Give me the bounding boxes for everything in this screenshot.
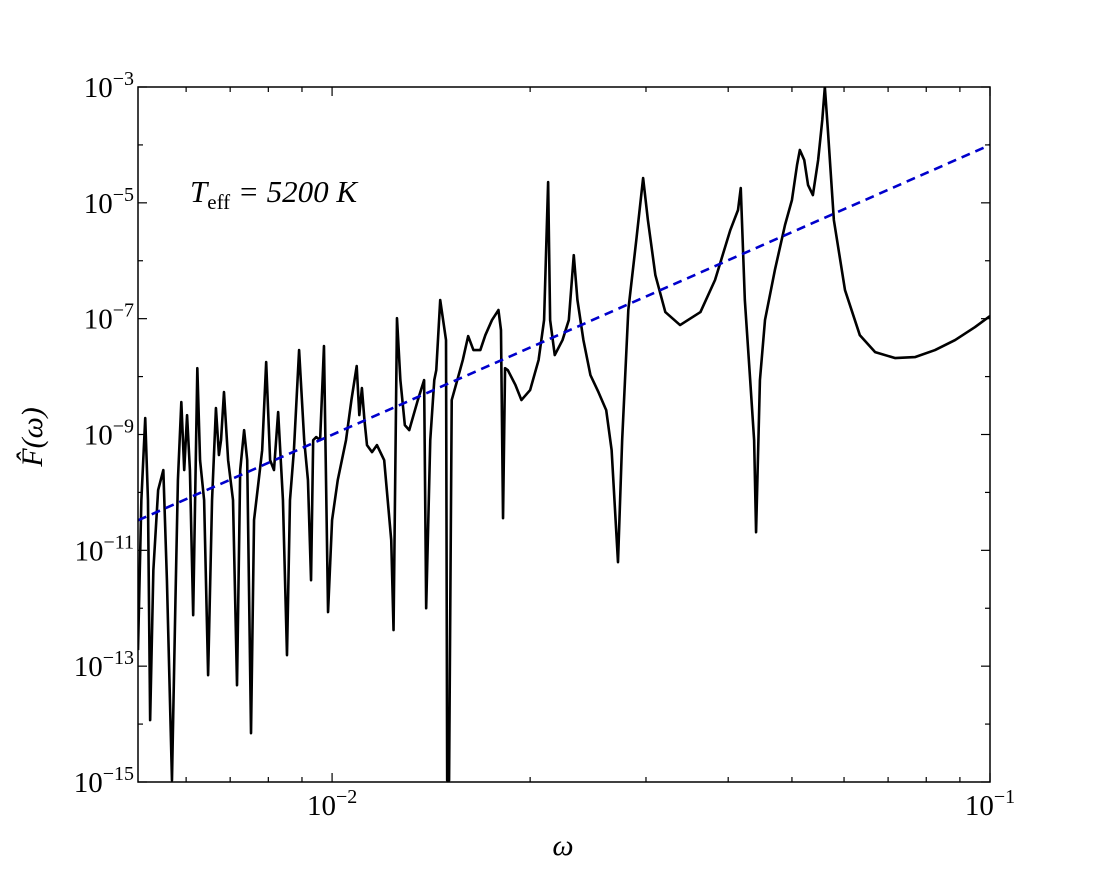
- y-axis-label: F̂(ω): [16, 407, 49, 468]
- x-axis-label: ω: [552, 829, 573, 862]
- x-tick-label: 10−1: [965, 786, 1015, 822]
- x-tick-label: 10−2: [307, 786, 357, 822]
- y-tick-label: 10−7: [84, 300, 134, 336]
- y-tick-label: 10−3: [84, 68, 134, 104]
- y-tick-label: 10−9: [84, 416, 134, 452]
- series-line: [138, 87, 990, 782]
- y-tick-label: 10−5: [84, 184, 134, 220]
- annotation-subscript: eff: [207, 190, 230, 214]
- annotation: Teff = 5200 K: [190, 174, 359, 214]
- series-line: [138, 143, 990, 522]
- annotation-symbol: T: [190, 174, 210, 209]
- annotation-text: = 5200 K: [230, 174, 359, 209]
- y-tick-label: 10−13: [74, 647, 134, 683]
- y-tick-label: 10−11: [74, 531, 134, 567]
- plot-area: [138, 87, 990, 782]
- y-tick-label: 10−15: [74, 763, 134, 799]
